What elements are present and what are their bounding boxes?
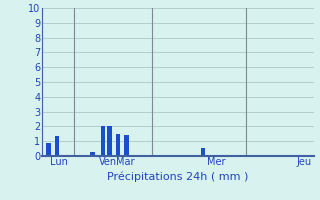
Bar [46,143,51,156]
Bar [116,134,120,156]
X-axis label: Précipitations 24h ( mm ): Précipitations 24h ( mm ) [107,172,248,182]
Bar [101,126,105,156]
Bar [124,135,129,156]
Bar [201,148,205,156]
Bar [108,126,112,156]
Bar [55,136,59,156]
Bar [91,152,95,156]
